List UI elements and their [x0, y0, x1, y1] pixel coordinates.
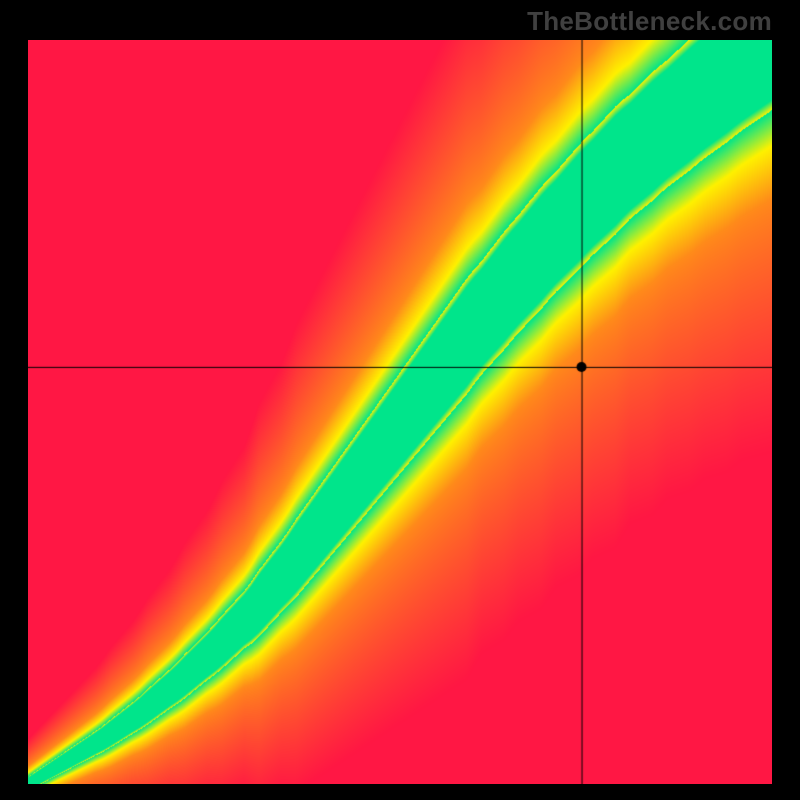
heatmap-canvas: [28, 40, 772, 784]
heatmap-plot: [28, 40, 772, 784]
watermark-text: TheBottleneck.com: [527, 6, 772, 37]
root: TheBottleneck.com: [0, 0, 800, 800]
